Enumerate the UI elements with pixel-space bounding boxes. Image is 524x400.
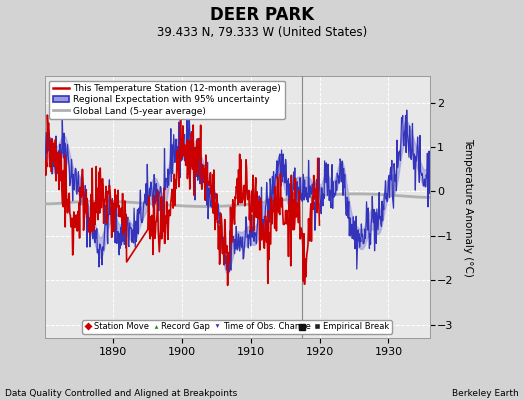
Text: 39.433 N, 79.333 W (United States): 39.433 N, 79.333 W (United States): [157, 26, 367, 39]
Text: Berkeley Earth: Berkeley Earth: [452, 389, 519, 398]
Text: DEER PARK: DEER PARK: [210, 6, 314, 24]
Text: Data Quality Controlled and Aligned at Breakpoints: Data Quality Controlled and Aligned at B…: [5, 389, 237, 398]
Y-axis label: Temperature Anomaly (°C): Temperature Anomaly (°C): [463, 138, 473, 276]
Legend: Station Move, Record Gap, Time of Obs. Change, Empirical Break: Station Move, Record Gap, Time of Obs. C…: [82, 320, 392, 334]
